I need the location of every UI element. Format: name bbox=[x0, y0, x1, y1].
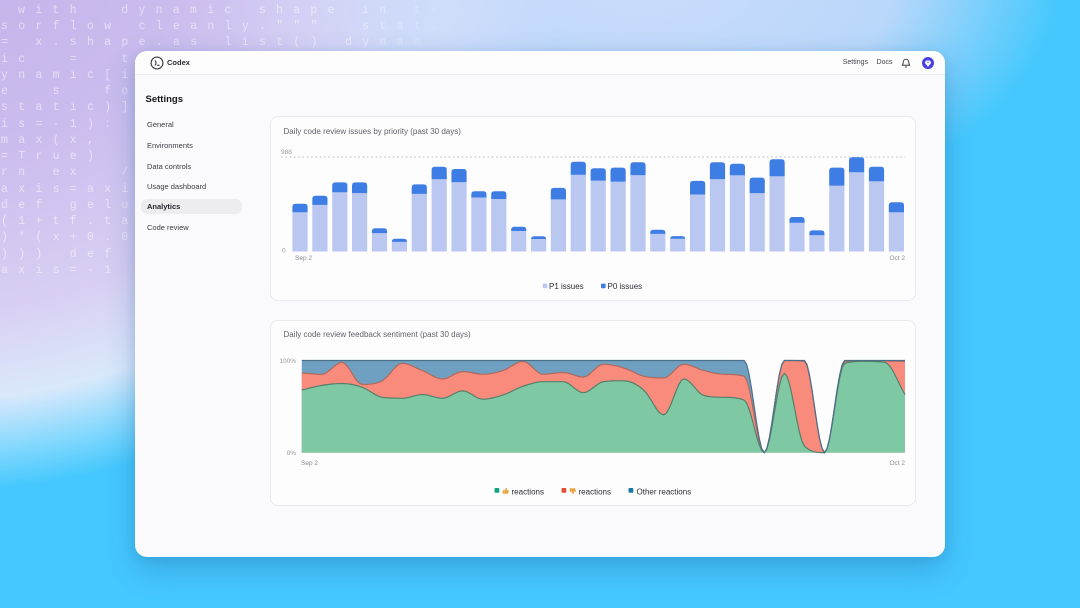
svg-text:100%: 100% bbox=[279, 358, 296, 365]
svg-text:Other reactions: Other reactions bbox=[637, 488, 692, 497]
svg-text:0%: 0% bbox=[287, 450, 297, 457]
svg-text:reactions: reactions bbox=[579, 488, 611, 497]
svg-text:P1 issues: P1 issues bbox=[549, 282, 584, 291]
svg-text:988: 988 bbox=[281, 149, 292, 156]
svg-text:Oct 2: Oct 2 bbox=[889, 255, 905, 262]
svg-text:reactions: reactions bbox=[512, 488, 544, 497]
svg-text:0: 0 bbox=[282, 248, 286, 255]
svg-text:Sep 2: Sep 2 bbox=[301, 460, 318, 467]
svg-text:Sep 2: Sep 2 bbox=[295, 255, 312, 262]
svg-text:P0 issues: P0 issues bbox=[608, 282, 643, 291]
svg-text:Oct 2: Oct 2 bbox=[889, 460, 905, 467]
